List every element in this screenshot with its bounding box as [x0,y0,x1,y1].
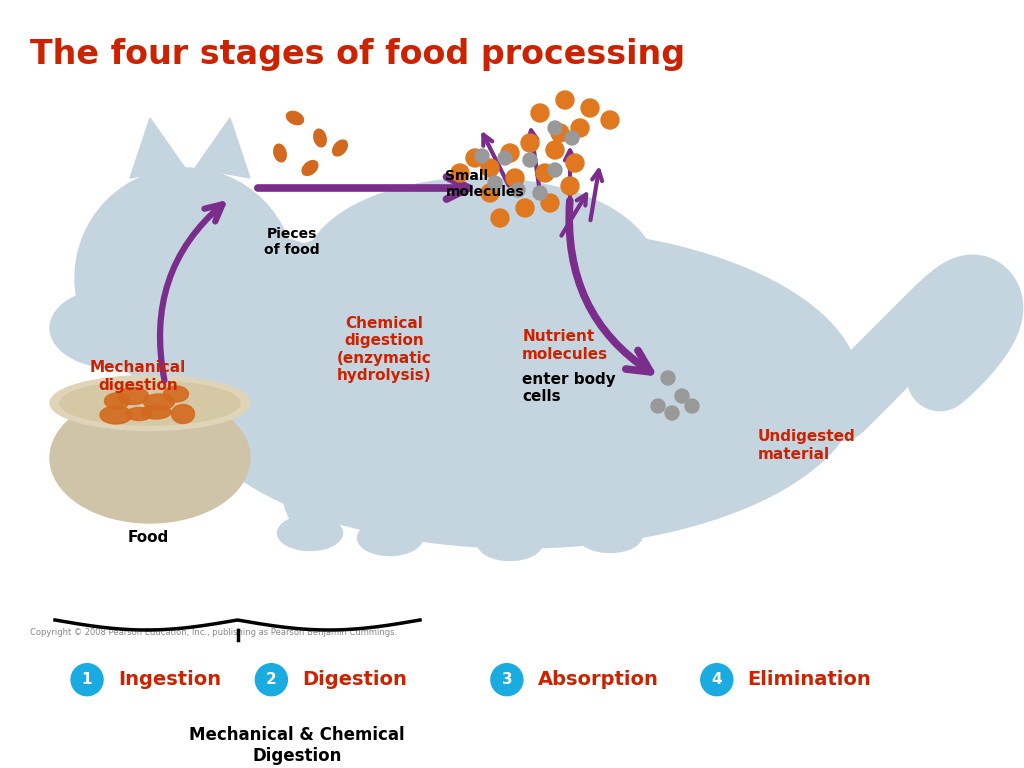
Circle shape [475,149,489,163]
Ellipse shape [100,406,132,424]
Ellipse shape [583,445,638,535]
Ellipse shape [141,405,171,419]
Circle shape [255,664,288,696]
Circle shape [521,134,539,152]
Circle shape [665,406,679,420]
Text: Mechanical
digestion: Mechanical digestion [90,360,186,392]
Circle shape [571,119,589,137]
Circle shape [546,141,564,159]
Ellipse shape [60,381,240,425]
Circle shape [662,371,675,385]
Circle shape [551,124,569,142]
Text: Chemical
digestion
(enzymatic
hydrolysis): Chemical digestion (enzymatic hydrolysis… [337,316,431,383]
Ellipse shape [240,348,520,528]
Text: Small
molecules: Small molecules [445,169,524,200]
Ellipse shape [283,443,338,533]
Polygon shape [130,118,185,178]
Text: Copyright © 2008 Pearson Education, Inc., publishing as Pearson Benjamin Cumming: Copyright © 2008 Pearson Education, Inc.… [30,628,397,637]
Circle shape [75,168,295,388]
Ellipse shape [104,393,129,409]
Circle shape [501,144,519,162]
Ellipse shape [50,288,180,368]
Text: 1: 1 [82,672,92,687]
Circle shape [516,199,534,217]
Ellipse shape [362,448,418,538]
Circle shape [490,664,523,696]
Text: 3: 3 [502,672,512,687]
Text: Absorption: Absorption [538,670,658,689]
Circle shape [675,389,689,403]
Circle shape [490,209,509,227]
Ellipse shape [50,376,250,431]
Ellipse shape [50,393,250,523]
Circle shape [481,159,499,177]
Text: enter body
cells: enter body cells [522,372,616,404]
Circle shape [548,163,562,177]
Ellipse shape [482,453,538,543]
Circle shape [531,104,549,122]
Text: The four stages of food processing: The four stages of food processing [30,38,685,71]
Ellipse shape [164,386,188,402]
Ellipse shape [210,238,340,358]
Ellipse shape [200,228,600,488]
Text: Food: Food [128,530,169,545]
Circle shape [451,164,469,182]
Ellipse shape [302,161,317,175]
Ellipse shape [126,408,152,421]
Polygon shape [195,118,250,178]
Text: Elimination: Elimination [748,670,871,689]
Text: Pieces
of food: Pieces of food [264,227,319,257]
Ellipse shape [278,515,342,551]
Ellipse shape [357,521,423,555]
Circle shape [71,664,103,696]
Circle shape [651,399,665,413]
Circle shape [466,149,484,167]
Circle shape [523,153,537,167]
Circle shape [481,184,499,202]
Circle shape [556,91,574,109]
Circle shape [534,186,547,200]
Circle shape [566,154,584,172]
Text: Nutrient
molecules: Nutrient molecules [522,329,608,362]
Text: Undigested
material: Undigested material [758,429,855,462]
Text: Mechanical & Chemical
Digestion: Mechanical & Chemical Digestion [189,726,404,765]
Circle shape [498,151,512,165]
Ellipse shape [333,140,347,156]
Circle shape [565,131,579,145]
Circle shape [581,99,599,117]
Text: 2: 2 [266,672,276,687]
Circle shape [601,111,618,129]
Circle shape [536,164,554,182]
Circle shape [700,664,733,696]
Circle shape [685,399,699,413]
Circle shape [541,194,559,212]
Ellipse shape [287,111,303,124]
Text: Digestion: Digestion [302,670,407,689]
Ellipse shape [118,388,148,405]
Circle shape [488,176,502,190]
Ellipse shape [143,394,174,410]
Circle shape [511,183,525,197]
Ellipse shape [305,178,655,358]
Text: 4: 4 [712,672,722,687]
Ellipse shape [171,405,195,423]
Text: Ingestion: Ingestion [118,670,221,689]
Circle shape [548,121,562,135]
Circle shape [506,169,524,187]
Ellipse shape [180,228,860,548]
Ellipse shape [313,129,327,147]
Ellipse shape [477,525,543,561]
Ellipse shape [273,144,287,162]
Ellipse shape [578,518,642,552]
Circle shape [561,177,579,195]
